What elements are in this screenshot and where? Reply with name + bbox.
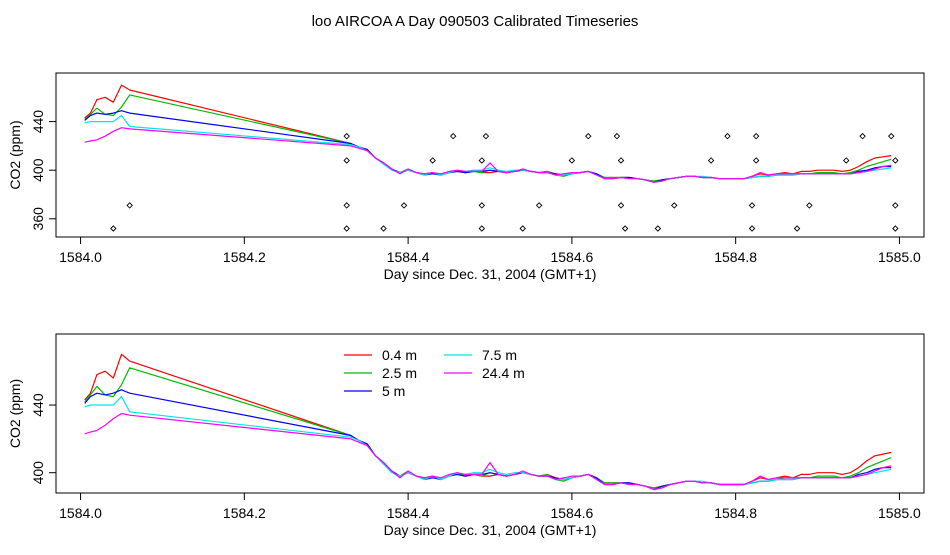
x-tick-label: 1585.0: [878, 505, 921, 521]
diamond-marker: [892, 202, 899, 209]
diamond-marker: [621, 225, 629, 232]
diamond-marker: [671, 202, 678, 209]
diamond-marker: [478, 157, 486, 164]
series-line-5-m: [84, 110, 892, 183]
diamond-marker: [343, 132, 350, 140]
diamond-marker: [748, 225, 756, 232]
series-line-5-m: [84, 389, 892, 491]
diamond-marker: [748, 202, 756, 209]
diamond-marker: [585, 132, 592, 140]
x-axis-label: Day since Dec. 31, 2004 (GMT+1): [384, 522, 597, 538]
diamond-marker: [110, 225, 117, 232]
diamond-marker: [519, 225, 526, 232]
diamond-marker: [654, 225, 662, 232]
series-line-24-4-m: [84, 412, 892, 491]
diamond-marker: [752, 132, 760, 140]
diamond-marker: [724, 132, 731, 140]
diamond-marker: [429, 157, 436, 164]
legend: 0.4 m 2.5 m 5 m 7.5 m 24.4 m: [344, 347, 525, 399]
y-tick-label: 360: [30, 207, 46, 231]
chart-title: loo AIRCOA A Day 090503 Calibrated Times…: [312, 13, 639, 30]
y-axis-label: CO2 (ppm): [7, 120, 23, 189]
legend-label: 0.4 m: [382, 347, 417, 363]
diamond-marker: [806, 202, 813, 209]
diamond-marker: [449, 132, 457, 140]
diamond-marker: [343, 225, 350, 232]
top-panel: 1584.0 1584.2 1584.4 1584.6 1584.8 1585.0 360 4…: [7, 72, 925, 282]
legend-label: 2.5 m: [382, 365, 417, 381]
diamond-marker: [400, 202, 408, 209]
diamond-marker: [535, 202, 543, 209]
diamond-marker: [126, 202, 133, 209]
x-tick-label: 1584.8: [714, 505, 757, 521]
x-tick-label: 1584.4: [387, 249, 430, 265]
diamond-marker: [617, 202, 625, 209]
diamond-marker: [343, 202, 350, 209]
x-tick-label: 1584.6: [550, 505, 593, 521]
legend-label: 5 m: [382, 383, 405, 399]
diamond-marker: [478, 202, 486, 209]
series-line-24-4-m: [84, 127, 892, 183]
diamond-marker: [568, 157, 576, 164]
x-tick-label: 1584.8: [714, 249, 757, 265]
x-tick-label: 1584.2: [223, 505, 266, 521]
plot-frame: [55, 72, 925, 238]
x-tick-label: 1584.0: [59, 249, 102, 265]
x-tick-label: 1584.6: [550, 249, 593, 265]
diamond-marker: [888, 132, 895, 140]
diamond-marker: [380, 225, 387, 232]
y-tick-label: 400: [30, 158, 46, 182]
diamond-marker: [859, 132, 866, 140]
diamond-marker: [617, 157, 625, 164]
diamond-marker: [613, 132, 621, 140]
y-tick-label: 440: [30, 393, 46, 417]
diamond-marker: [842, 157, 850, 164]
diamond-marker: [478, 225, 486, 232]
x-tick-label: 1584.4: [387, 505, 430, 521]
diamond-marker: [707, 157, 715, 164]
x-tick-label: 1585.0: [878, 249, 921, 265]
x-axis-label: Day since Dec. 31, 2004 (GMT+1): [384, 266, 597, 282]
diamond-marker: [482, 132, 490, 140]
diamond-marker: [793, 225, 801, 232]
plot-frame: [55, 333, 925, 494]
y-tick-label: 400: [30, 461, 46, 485]
y-axis-label: CO2 (ppm): [7, 379, 23, 448]
x-tick-label: 1584.0: [59, 505, 102, 521]
bottom-panel: 1584.0 1584.2 1584.4 1584.6 1584.8 1585.0 400 4…: [7, 333, 925, 538]
diamond-marker: [343, 157, 350, 164]
legend-label: 7.5 m: [482, 347, 517, 363]
series-group: [84, 353, 892, 491]
series-group: [84, 84, 892, 183]
diamond-marker: [892, 157, 899, 164]
legend-label: 24.4 m: [482, 365, 525, 381]
y-tick-label: 440: [30, 110, 46, 134]
diamond-marker: [752, 157, 760, 164]
diamond-marker: [892, 225, 899, 232]
x-tick-label: 1584.2: [223, 249, 266, 265]
